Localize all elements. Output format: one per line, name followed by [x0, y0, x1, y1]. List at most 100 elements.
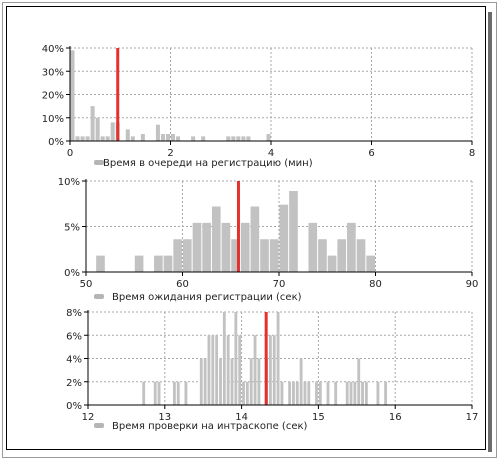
x-tick-label: 70 [273, 279, 286, 290]
histogram-bar [160, 134, 165, 141]
histogram-bar [238, 335, 242, 405]
histogram-bar [165, 134, 170, 141]
histogram-bar [315, 381, 318, 405]
y-tick-label: 0% [66, 401, 82, 412]
histogram-bar [96, 255, 105, 272]
x-tick-label: 8 [469, 148, 475, 159]
x-tick-label: 80 [369, 279, 382, 290]
histogram-bar [295, 381, 299, 405]
histogram-bar [172, 381, 176, 405]
histogram-bar [211, 335, 215, 405]
y-tick-label: 40% [42, 44, 64, 55]
histogram-bar [349, 381, 353, 405]
x-tick-label: 6 [368, 148, 374, 159]
histogram-bar [240, 222, 250, 272]
x-axis-label: Время ожидания регистрации (сек) [112, 292, 302, 303]
histogram-bar [337, 239, 347, 272]
x-tick-label: 60 [176, 279, 189, 290]
y-tick-label: 30% [42, 67, 64, 78]
histogram-bar [157, 381, 161, 405]
histogram-bar [192, 222, 202, 272]
histogram-bar [80, 136, 85, 141]
y-tick-label: 4% [66, 355, 82, 366]
histogram-bar [272, 335, 276, 405]
histogram-bar [85, 136, 90, 141]
histogram-bar [279, 204, 289, 272]
histogram-bar [257, 358, 261, 405]
y-tick-label: 0% [64, 268, 80, 279]
x-tick-label: 2 [167, 148, 173, 159]
histogram-bar [125, 129, 130, 141]
histogram-bar [222, 312, 226, 405]
histogram-bar [155, 124, 160, 141]
histogram-bar [327, 255, 337, 272]
histogram-bar [288, 381, 292, 405]
histogram-bar [199, 358, 203, 405]
histogram-bar [183, 239, 192, 272]
histogram-bar [171, 134, 176, 141]
histogram-bar [366, 255, 375, 272]
histogram-bar [231, 239, 240, 272]
panel-shadow [488, 12, 492, 452]
histogram-bar [134, 255, 144, 272]
histogram-bar [241, 136, 246, 141]
histogram-bar [75, 136, 80, 141]
histogram-bar [140, 134, 145, 141]
histogram-bar [353, 381, 357, 405]
x-tick-label: 16 [389, 412, 402, 423]
histogram-bar [364, 381, 368, 405]
histogram-bar [276, 312, 280, 405]
histogram-bar [326, 381, 330, 405]
histogram-bar [303, 381, 307, 405]
histogram-bar [153, 381, 157, 405]
histogram-bar [299, 358, 303, 405]
histogram-bar [184, 381, 188, 405]
histogram-bar [201, 136, 206, 141]
x-tick-label: 17 [466, 412, 479, 423]
chart-queue-time: 0% 10% 20% 30% 40% 0 2 4 6 8 Время в очереди на ре… [42, 44, 475, 169]
histogram-bar [207, 335, 211, 405]
histogram-bar [105, 136, 110, 141]
histogram-bar [176, 136, 181, 141]
histogram-bar [203, 358, 207, 405]
legend-swatch-icon [94, 423, 104, 428]
histogram-bar [202, 222, 211, 272]
histogram-bar [173, 239, 182, 272]
histogram-bar [142, 381, 146, 405]
histogram-bar [226, 136, 231, 141]
y-tick-label: 0% [48, 137, 64, 148]
histogram-bar [242, 381, 245, 405]
histogram-bar [250, 206, 260, 272]
histogram-bar [100, 136, 105, 141]
legend-swatch-icon [94, 160, 104, 165]
y-tick-label: 6% [66, 331, 82, 342]
histogram-bar [70, 50, 75, 142]
x-tick-label: 14 [235, 412, 248, 423]
histogram-bar [357, 358, 361, 405]
x-tick-label: 13 [158, 412, 171, 423]
x-axis-label: Время в очереди на регистрацию (мин) [103, 158, 313, 169]
histogram-bar [231, 136, 236, 141]
y-tick-label: 20% [42, 91, 64, 102]
y-tick-label: 10% [58, 177, 80, 188]
x-tick-label: 12 [82, 412, 95, 423]
x-tick-label: 4 [268, 148, 274, 159]
histogram-bar [280, 381, 284, 405]
histogram-bar [347, 222, 356, 272]
histogram-bar [130, 136, 135, 141]
histogram-bar [268, 335, 272, 405]
histogram-bar [219, 358, 222, 405]
y-tick-label: 5% [64, 223, 80, 234]
histogram-bar [191, 136, 196, 141]
histogram-bar [163, 255, 173, 272]
y-tick-label: 10% [42, 114, 64, 125]
x-axis-label: Время проверки на интраскопе (сек) [112, 421, 308, 432]
histogram-bar [356, 239, 366, 272]
histogram-bar [308, 222, 318, 272]
histogram-bar [236, 136, 241, 141]
histogram-bar [318, 381, 322, 405]
histogram-bar [211, 206, 221, 272]
x-tick-label: 90 [466, 279, 479, 290]
y-tick-label: 2% [66, 378, 82, 389]
